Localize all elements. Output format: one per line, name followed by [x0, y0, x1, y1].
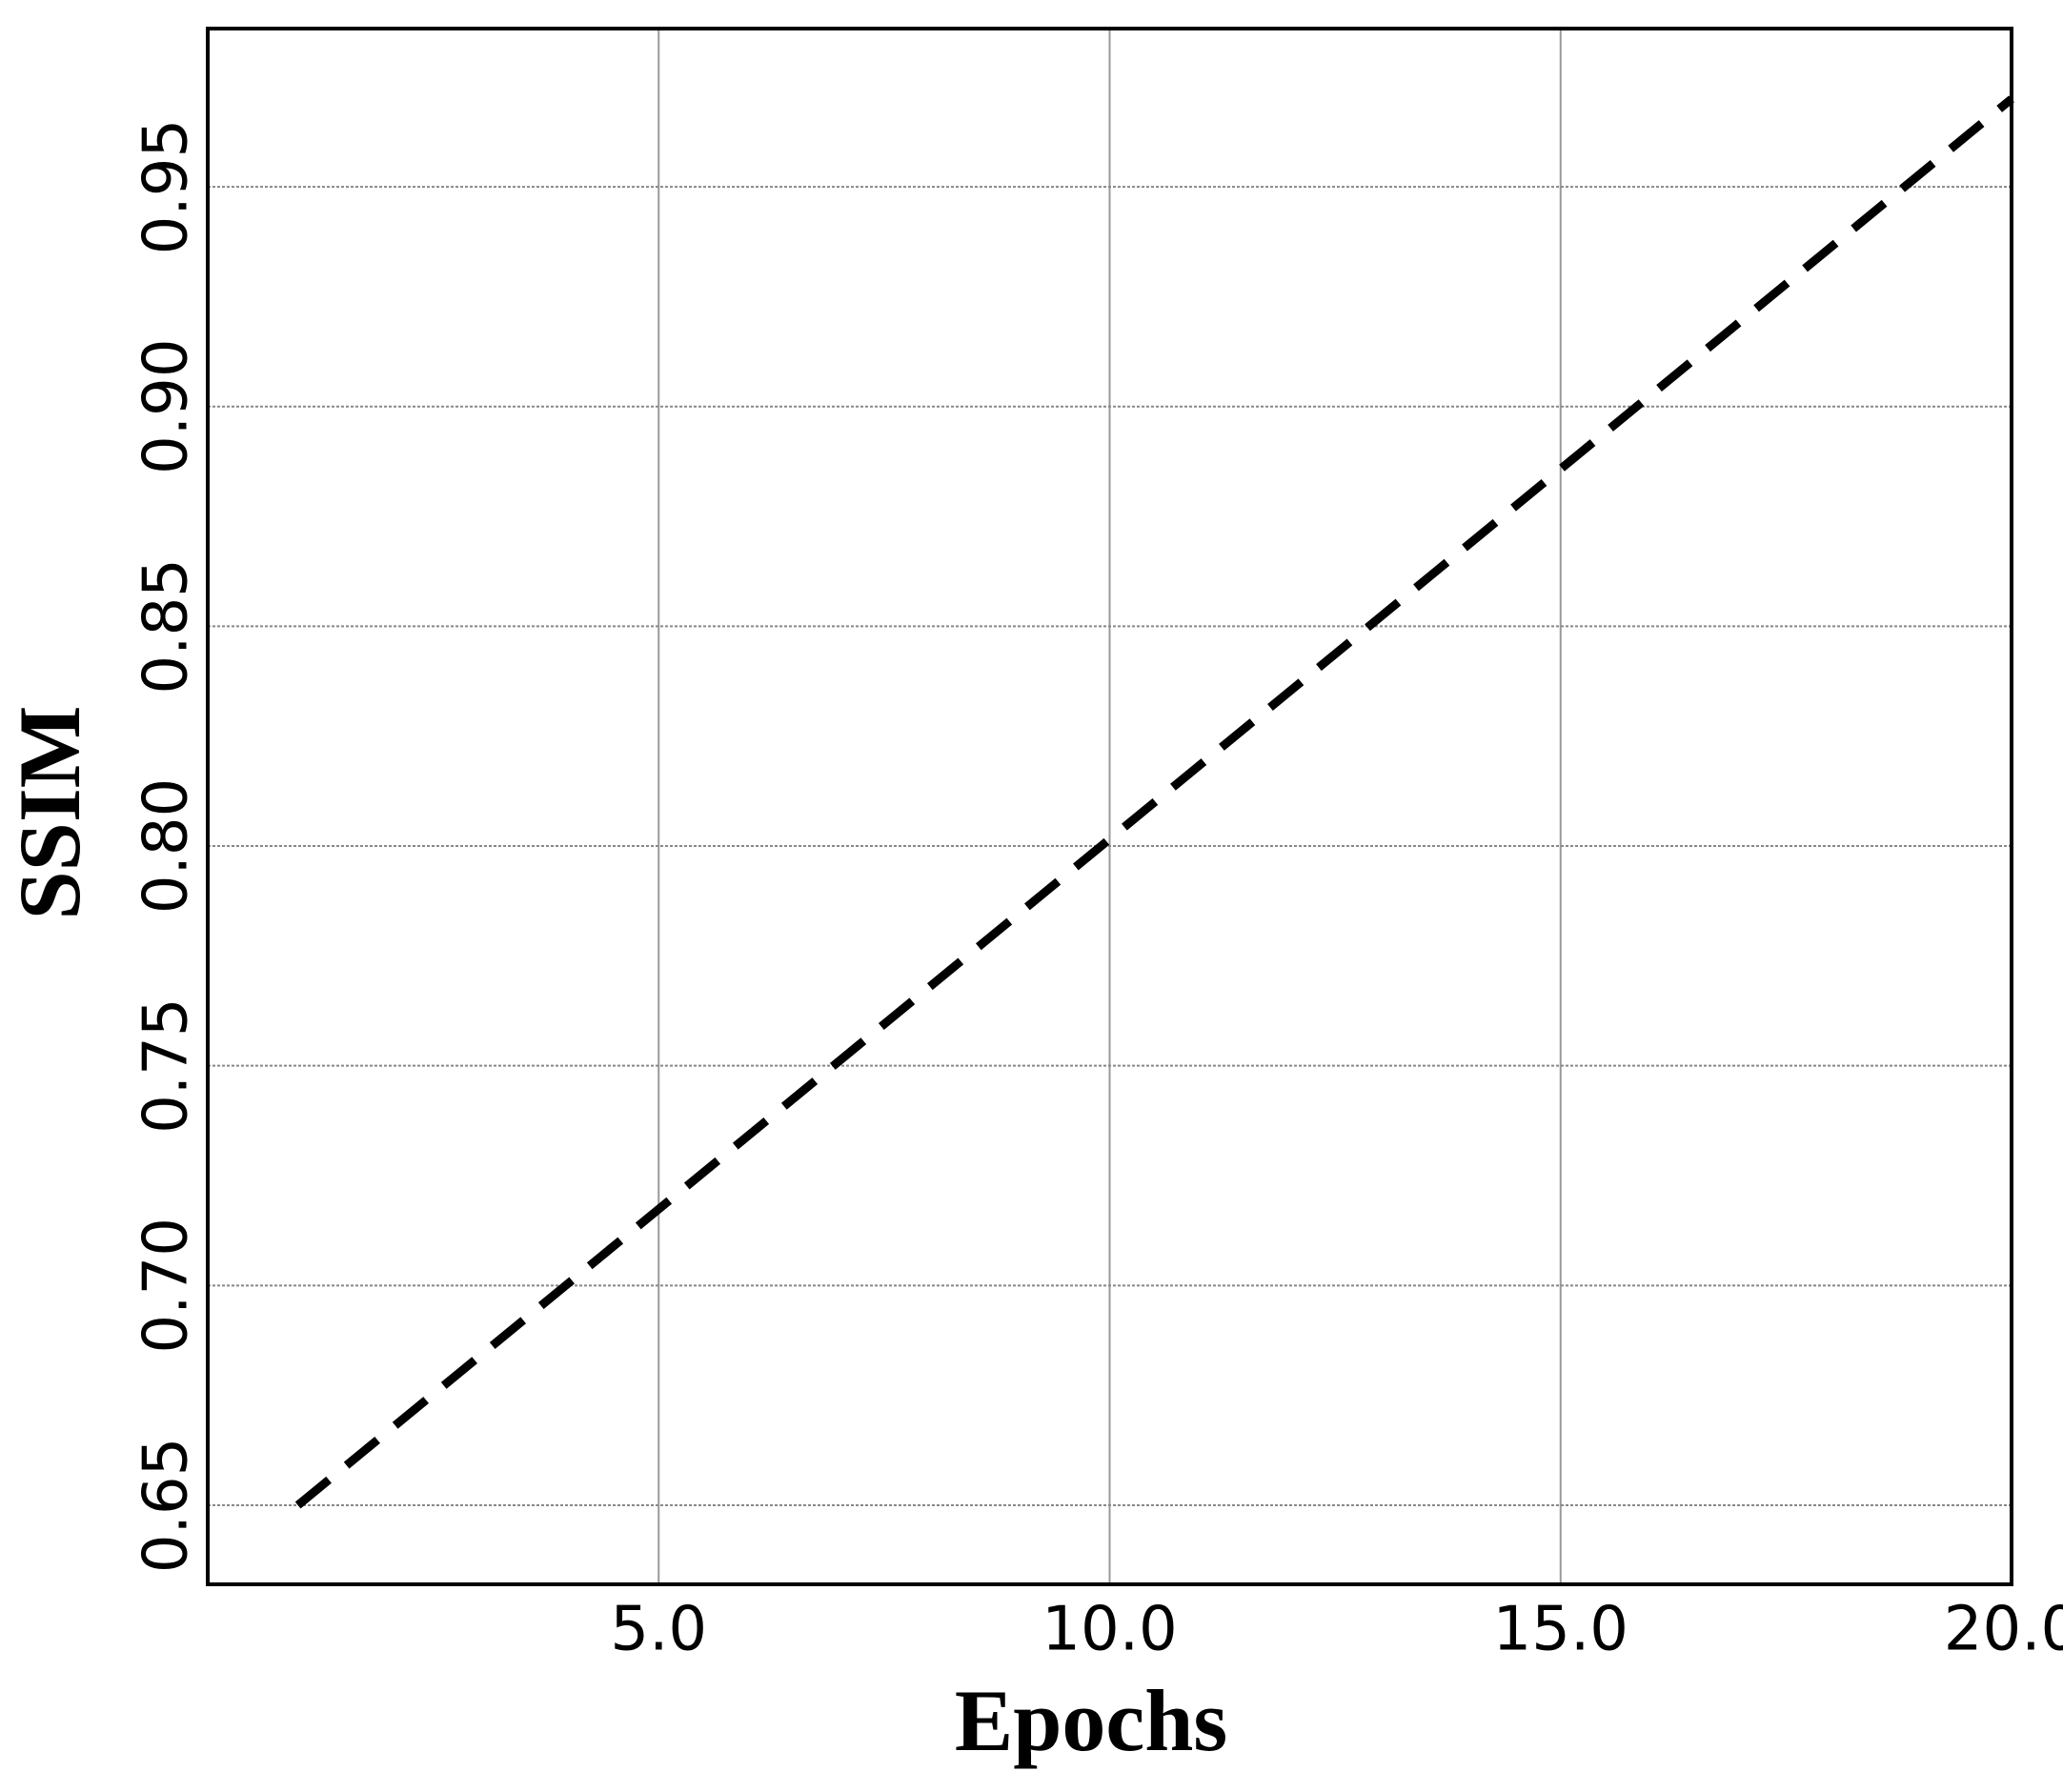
x-tick-label: 15.0 — [1493, 1595, 1629, 1665]
plot-frame — [206, 27, 2013, 1586]
y-tick-label: 0.90 — [131, 338, 202, 474]
y-tick-label: 0.95 — [131, 119, 202, 255]
x-tick-label: 5.0 — [610, 1595, 707, 1665]
line — [294, 95, 2014, 1509]
y-tick-label: 0.85 — [131, 558, 202, 695]
x-tick-label: 10.0 — [1042, 1595, 1178, 1665]
x-tick-label: 20.0 — [1944, 1595, 2063, 1665]
y-tick-label: 0.75 — [131, 997, 202, 1134]
x-axis-title: Epochs — [955, 1672, 1227, 1769]
y-axis-title: SSIM — [1, 706, 98, 920]
y-tick-label: 0.80 — [131, 778, 202, 915]
y-tick-label: 0.70 — [131, 1218, 202, 1354]
y-tick-label: 0.65 — [131, 1438, 202, 1574]
